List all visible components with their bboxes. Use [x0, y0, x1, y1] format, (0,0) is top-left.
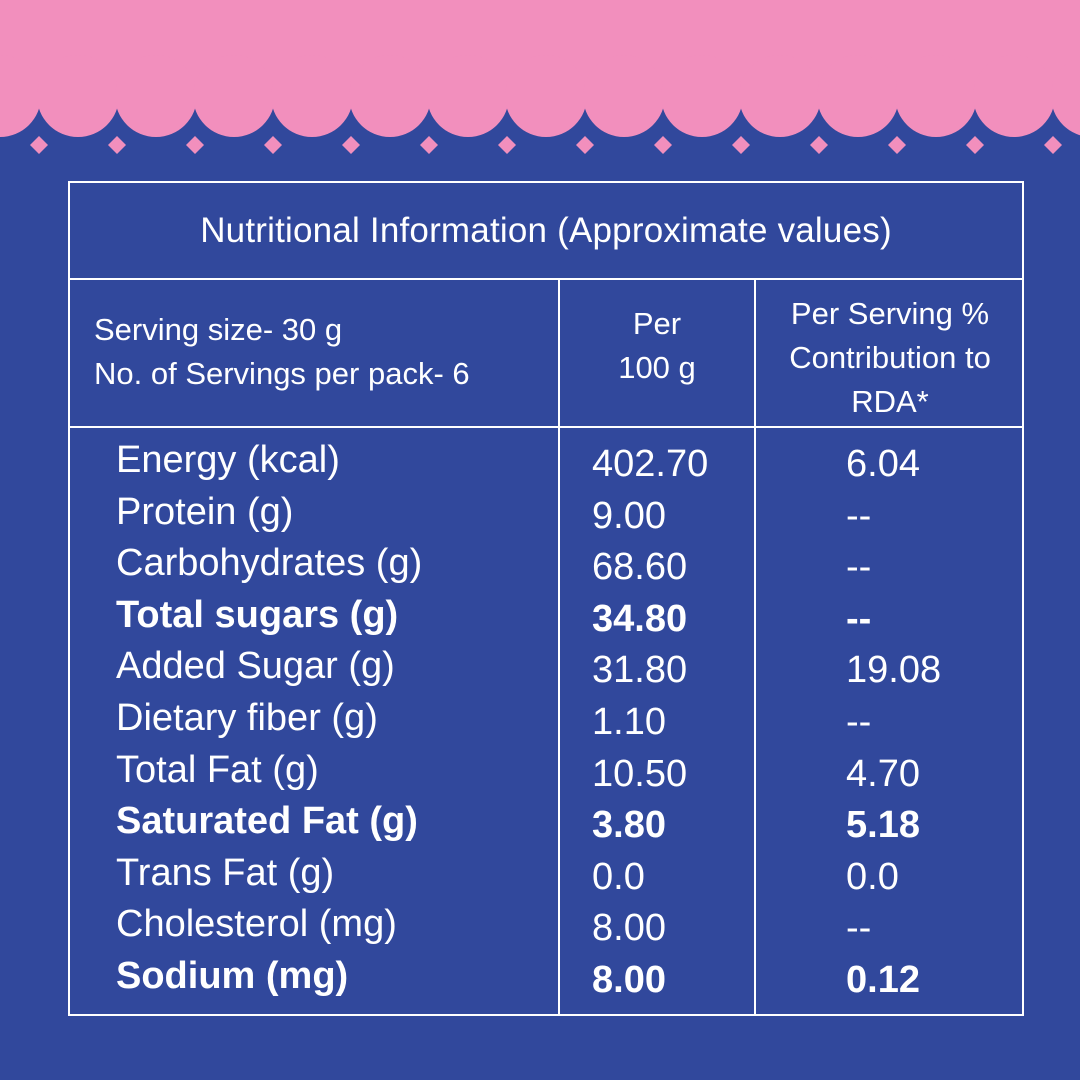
- value-rda: 0.0: [846, 855, 899, 898]
- scallop: [193, 55, 275, 137]
- nutrient-name: Carbohydrates (g): [116, 542, 423, 585]
- value-rda: --: [846, 546, 872, 589]
- nutrient-rows: Energy (kcal) 402.70 6.04 Protein (g) 9.00 --…: [70, 435, 1022, 1003]
- header-per-100g: Per 100 g: [560, 302, 754, 390]
- scallop: [661, 55, 743, 137]
- scallop: [427, 55, 509, 137]
- table-row: Added Sugar (g) 31.80 19.08: [70, 641, 1022, 693]
- value-per-100g: 3.80: [592, 804, 666, 847]
- diamond-ornament: [264, 136, 282, 154]
- nutrient-name: Cholesterol (mg): [116, 903, 397, 946]
- diamond-ornament: [888, 136, 906, 154]
- scallop: [505, 55, 587, 137]
- value-per-100g: 402.70: [592, 443, 709, 485]
- header-rda-line1: Per Serving %: [790, 296, 990, 331]
- nutrient-name: Dietary fiber (g): [116, 696, 378, 739]
- value-per-100g: 10.50: [592, 752, 688, 795]
- scallop: [1051, 56, 1080, 136]
- nutrient-name: Trans Fat (g): [116, 851, 335, 894]
- header-per-100g-line2: 100 g: [618, 350, 696, 385]
- diamond-ornament: [732, 136, 750, 154]
- value-rda: 4.70: [846, 752, 920, 795]
- table-row: Dietary fiber (g) 1.10 --: [70, 693, 1022, 745]
- value-rda: 19.08: [846, 649, 942, 692]
- table-row: Energy (kcal) 402.70 6.04: [70, 435, 1022, 487]
- nutrient-name: Sodium (mg): [116, 954, 349, 997]
- table-row: Total sugars (g) 34.80 --: [70, 590, 1022, 642]
- value-rda: --: [846, 907, 872, 950]
- value-per-100g: 8.00: [592, 958, 666, 1001]
- value-rda: --: [846, 597, 872, 640]
- value-rda: --: [846, 494, 872, 537]
- value-per-100g: 1.10: [592, 700, 666, 743]
- nutrient-name: Protein (g): [116, 490, 294, 533]
- diamond-ornament: [30, 136, 48, 154]
- header-per-100g-line1: Per: [632, 306, 682, 341]
- scallop: [37, 55, 119, 137]
- scallop: [739, 55, 821, 137]
- nutrient-name: Total Fat (g): [116, 748, 319, 791]
- nutrient-name: Energy (kcal): [116, 439, 340, 481]
- table-row: Trans Fat (g) 0.0 0.0: [70, 848, 1022, 900]
- scalloped-banner: [0, 0, 1080, 154]
- diamond-ornament: [342, 136, 360, 154]
- value-rda: 5.18: [846, 804, 920, 847]
- table-header-row: Serving size- 30 g No. of Servings per p…: [70, 280, 1022, 428]
- diamond-ornament: [810, 136, 828, 154]
- value-rda: --: [846, 700, 872, 743]
- diamond-ornament: [498, 136, 516, 154]
- diamond-ornament: [1044, 136, 1062, 154]
- header-rda-contribution: Per Serving % Contribution to RDA*: [756, 292, 1024, 424]
- diamond-ornament: [108, 136, 126, 154]
- table-title: Nutritional Information (Approximate val…: [70, 183, 1022, 280]
- value-per-100g: 9.00: [592, 494, 666, 537]
- value-per-100g: 0.0: [592, 855, 645, 898]
- scallop: [349, 55, 431, 137]
- scallop: [817, 55, 899, 137]
- diamond-ornament: [186, 136, 204, 154]
- value-per-100g: 34.80: [592, 597, 688, 640]
- diamond-ornament: [966, 136, 984, 154]
- table-row: Carbohydrates (g) 68.60 --: [70, 538, 1022, 590]
- value-per-100g: 31.80: [592, 649, 688, 692]
- scallop: [895, 55, 977, 137]
- header-rda-line2: Contribution to: [789, 340, 991, 375]
- header-rda-line3: RDA*: [851, 384, 929, 419]
- nutrient-name: Total sugars (g): [116, 593, 399, 636]
- value-rda: 6.04: [846, 443, 920, 485]
- value-per-100g: 68.60: [592, 546, 688, 589]
- table-row: Saturated Fat (g) 3.80 5.18: [70, 796, 1022, 848]
- table-title-text: Nutritional Information (Approximate val…: [200, 210, 892, 250]
- diamond-ornament: [654, 136, 672, 154]
- value-rda: 0.12: [846, 958, 920, 1001]
- diamond-ornament: [576, 136, 594, 154]
- scallop: [0, 55, 41, 137]
- column-divider: [558, 280, 560, 1014]
- diamond-ornament: [420, 136, 438, 154]
- table-row: Cholesterol (mg) 8.00 --: [70, 899, 1022, 951]
- serving-size: Serving size- 30 g: [94, 312, 343, 347]
- nutrient-name: Added Sugar (g): [116, 645, 395, 688]
- column-divider: [754, 280, 756, 1014]
- table-row: Sodium (mg) 8.00 0.12: [70, 951, 1022, 1003]
- scallop: [115, 55, 197, 137]
- table-row: Protein (g) 9.00 --: [70, 487, 1022, 539]
- serving-info: Serving size- 30 g No. of Servings per p…: [94, 308, 470, 396]
- scallop: [271, 55, 353, 137]
- nutrient-name: Saturated Fat (g): [116, 800, 418, 843]
- servings-per-pack: No. of Servings per pack- 6: [94, 356, 470, 391]
- nutrition-table: Nutritional Information (Approximate val…: [68, 181, 1024, 1016]
- table-row: Total Fat (g) 10.50 4.70: [70, 745, 1022, 797]
- value-per-100g: 8.00: [592, 907, 666, 950]
- scallop: [973, 55, 1055, 137]
- scallop: [583, 55, 665, 137]
